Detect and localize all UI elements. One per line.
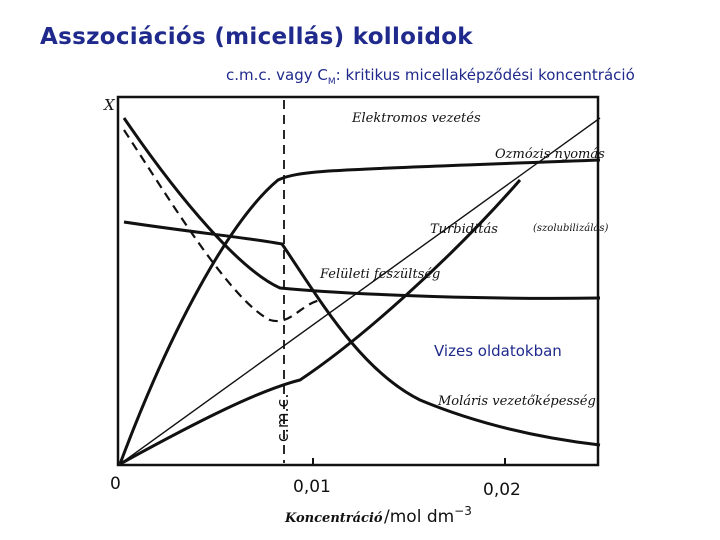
subtitle-prefix: c.m.c. vagy C xyxy=(226,66,328,84)
tick-label-0: 0 xyxy=(110,474,121,494)
x-axis-label: Koncentráció xyxy=(284,511,383,526)
x-axis-unit-text: /mol dm xyxy=(384,507,454,527)
label-molar-conductivity: Moláris vezetőképesség xyxy=(437,394,596,409)
label-surface-tension: Felületi feszültség xyxy=(319,267,440,282)
curve-molar-conductivity xyxy=(123,220,601,447)
curve-turbidity xyxy=(119,117,601,465)
cmc-label: c.m.c. xyxy=(273,394,292,442)
tick-label-001: 0,01 xyxy=(293,477,331,497)
subtitle-subscript: M xyxy=(327,77,336,87)
x-axis-label-italic: Koncentráció xyxy=(284,511,383,526)
curve-osmotic xyxy=(119,179,522,466)
subtitle-suffix: : kritikus micellaképződési koncentráció xyxy=(335,66,635,84)
curve-surface-tension xyxy=(122,117,601,300)
page-title: Asszociációs (micellás) kolloidok xyxy=(40,24,473,50)
tick-label-002: 0,02 xyxy=(483,480,521,500)
x-axis-unit: /mol dm−3 xyxy=(384,504,472,527)
plot-frame xyxy=(116,95,600,467)
curve-dashed xyxy=(123,129,321,323)
label-solubilization: (szolubilizálás) xyxy=(533,223,608,234)
label-electrical: Elektromos vezetés xyxy=(351,111,481,126)
label-turbidity: Turbiditás xyxy=(430,222,498,237)
curve-electrical xyxy=(118,158,601,465)
y-axis-label: X xyxy=(103,96,116,114)
label-osmotic: Ozmózis nyomás xyxy=(495,147,605,162)
aqueous-note: Vizes oldatokban xyxy=(430,342,566,360)
x-axis-unit-exp: −3 xyxy=(454,504,472,518)
page-subtitle: c.m.c. vagy CM: kritikus micellaképződés… xyxy=(226,66,635,87)
